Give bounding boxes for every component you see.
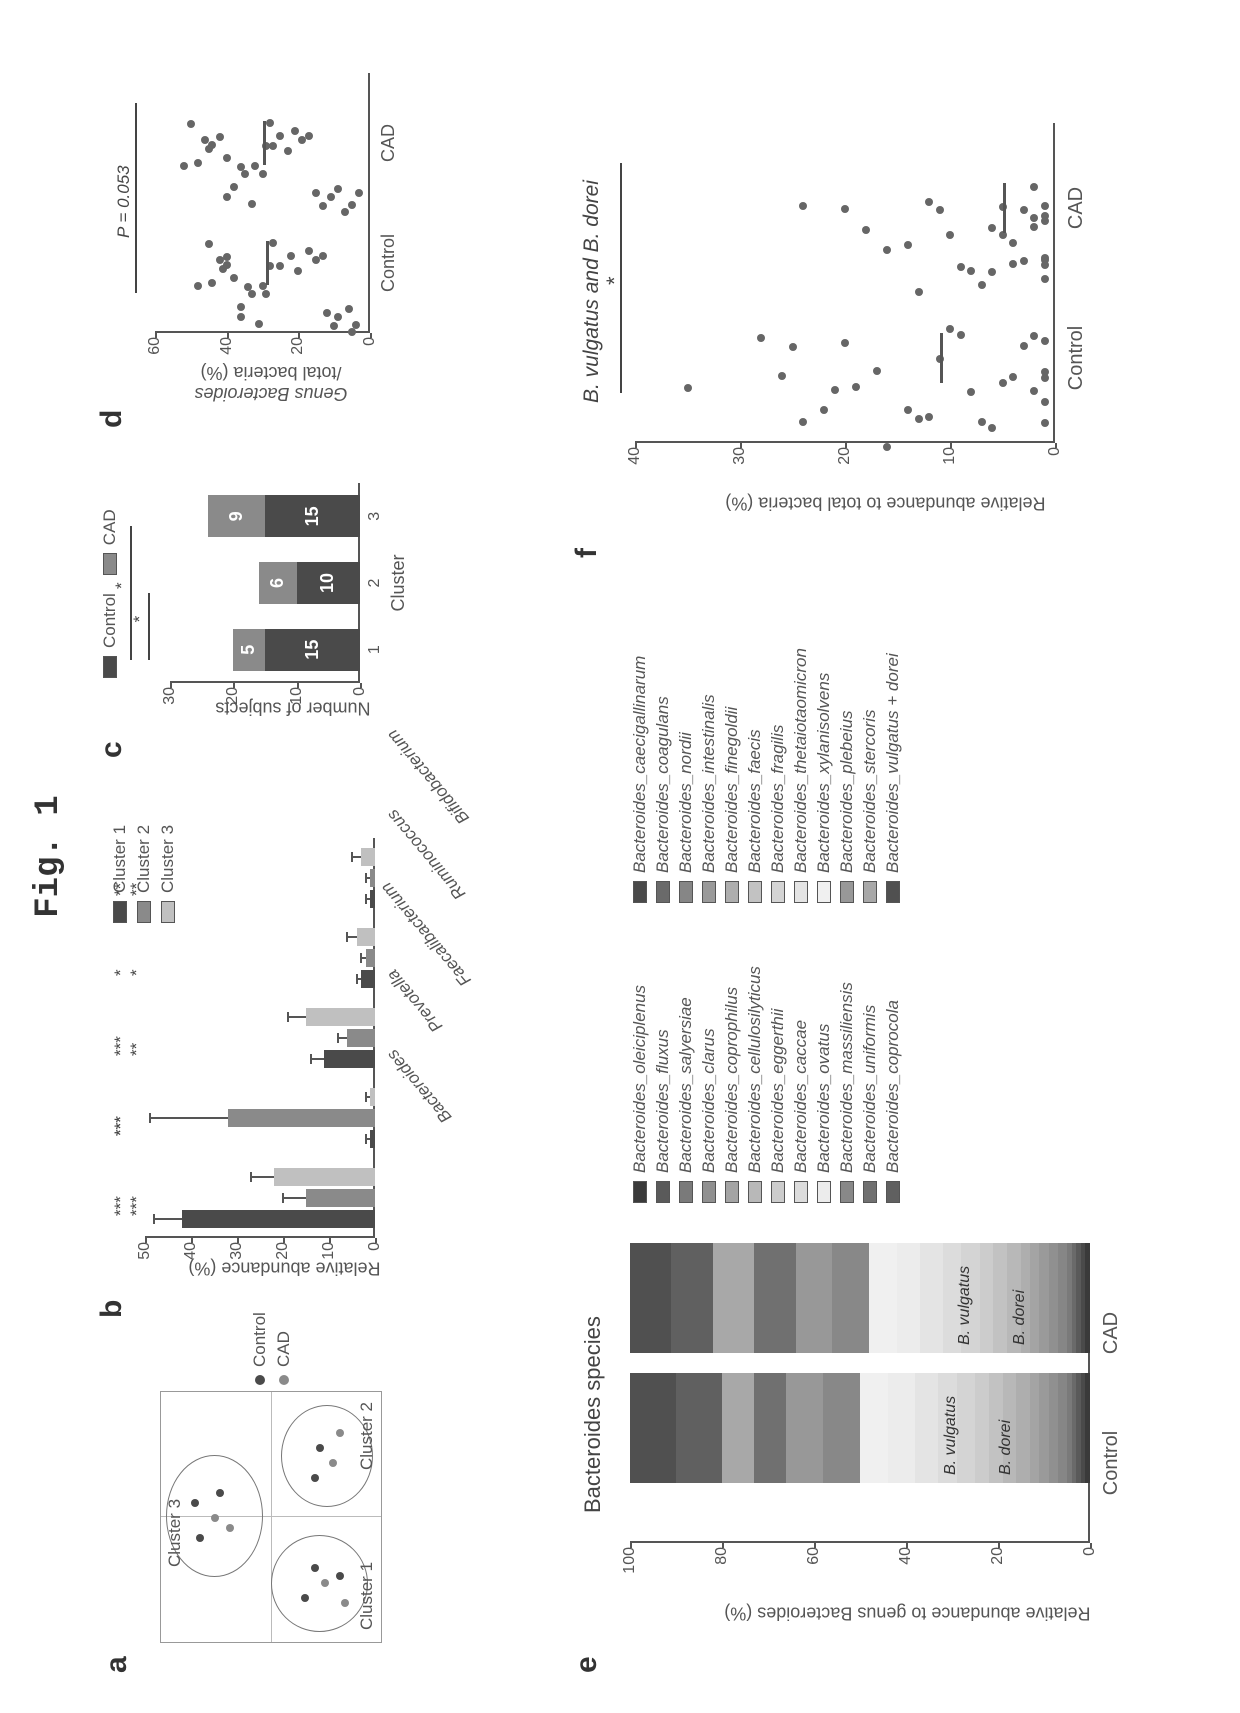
panel-b-legend: Cluster 1 Cluster 2 Cluster 3	[110, 825, 178, 923]
panel-b-axes: 01020304050BacteroidesPrevotellaFaecalib…	[145, 838, 375, 1238]
cluster1-label: Cluster 1	[357, 1562, 377, 1630]
panel-c-ylabel: Number of subjects	[171, 698, 371, 719]
legend-control: Control	[100, 593, 120, 648]
panel-f-ylabel: Relative abundance to total bacteria (%)	[666, 493, 1046, 514]
panel-e: e Relative abundance to genus Bacteroide…	[570, 623, 1190, 1643]
panel-b: b Relative abundance (%) 01020304050Bact…	[100, 773, 480, 1293]
panel-e-ylabel: Relative abundance to genus Bacteroides …	[671, 1603, 1091, 1624]
swatch-c3	[161, 901, 175, 923]
cluster2-label: Cluster 2	[357, 1402, 377, 1470]
swatch-cad	[103, 553, 117, 575]
cluster3-label: Cluster 3	[165, 1499, 185, 1567]
panel-a-tag: a	[100, 1656, 134, 1673]
panel-c-legend: Control CAD	[100, 509, 120, 678]
legend-cad: CAD	[100, 509, 120, 545]
panel-c-tag: c	[95, 741, 129, 758]
panel-f-axes: 010203040ControlCAD	[635, 123, 1055, 443]
panel-c-xlab: Cluster	[388, 483, 409, 683]
panel-f-tag: f	[570, 548, 604, 558]
panel-e-axes: 020406080100ControlB. vulgatusB. doreiCA…	[630, 1243, 1090, 1543]
species-list-col1: Bacteroides_oleiciplenusBacteroides_flux…	[630, 966, 903, 1203]
panel-d-pvalue: P = 0.053	[114, 165, 134, 238]
panel-a-legend: Control CAD	[250, 1312, 294, 1385]
figure-landscape: Fig. 1 a Cluster 1 Cluster 2 Cluster 3	[0, 0, 1240, 1713]
panel-e-tag: e	[570, 1656, 604, 1673]
panel-d-ylabel: Genus Bacteroides/total bacteria (%)	[141, 362, 401, 404]
panel-d-axes: 0204060ControlCAD	[155, 73, 370, 333]
panel-d-tag: d	[95, 410, 129, 428]
panel-c: c Number of subjects 0102030155110621593…	[100, 453, 430, 733]
legend-c3: Cluster 3	[158, 825, 178, 893]
figure-title: Fig. 1	[30, 0, 68, 1713]
panel-f: f Relative abundance to total bacteria (…	[570, 73, 1150, 533]
legend-control-label: Control	[250, 1312, 270, 1367]
legend-dot-control	[255, 1375, 265, 1385]
panel-d: d Genus Bacteroides/total bacteria (%) 0…	[100, 43, 430, 403]
panel-f-sig: *	[602, 276, 628, 285]
legend-cad-label: CAD	[274, 1331, 294, 1367]
scatter-area: Cluster 1 Cluster 2 Cluster 3	[160, 1391, 382, 1643]
legend-c2: Cluster 2	[134, 825, 154, 893]
panel-a: a Cluster 1 Cluster 2 Cluster 3	[120, 1343, 420, 1643]
legend-c1: Cluster 1	[110, 825, 130, 893]
swatch-c2	[137, 901, 151, 923]
panel-e-title: Bacteroides species	[580, 1316, 606, 1513]
species-list-col2: Bacteroides_caecigallinarumBacteroides_c…	[630, 648, 903, 903]
swatch-control	[103, 656, 117, 678]
legend-dot-cad	[279, 1375, 289, 1385]
panel-c-axes: 0102030155110621593**	[170, 483, 360, 683]
panel-f-title: B. vulgatus and B. dorei	[580, 180, 604, 403]
swatch-c1	[113, 901, 127, 923]
panel-b-tag: b	[95, 1300, 129, 1318]
